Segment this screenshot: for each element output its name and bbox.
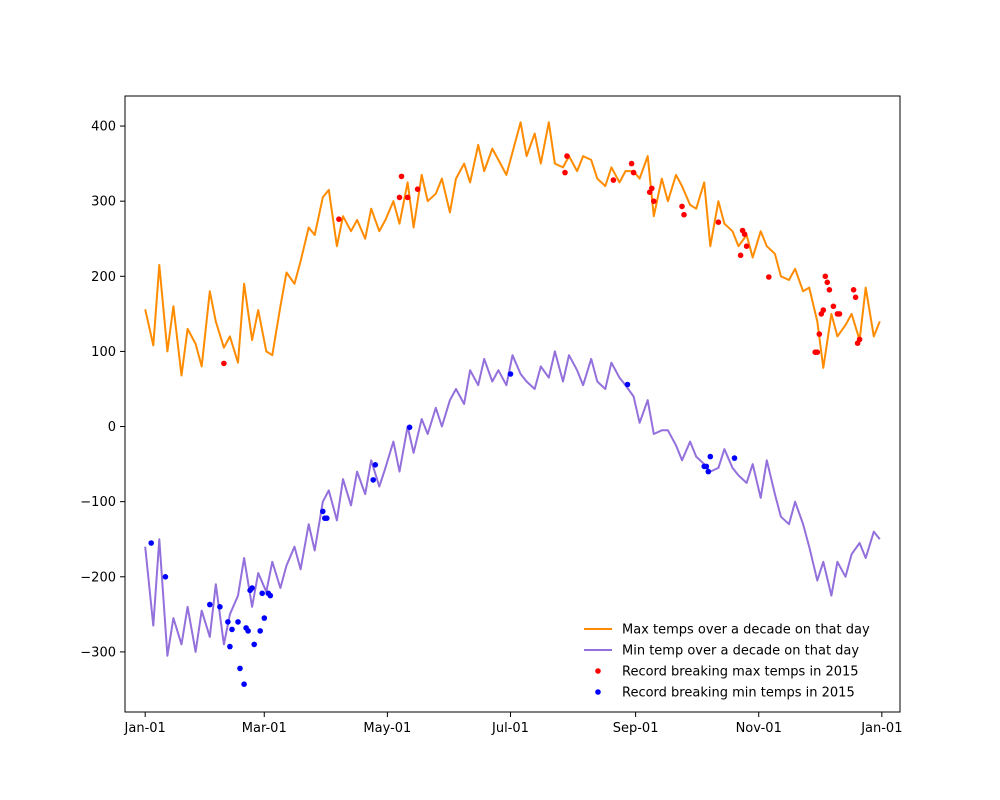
data-point [207, 601, 213, 608]
y-tick-label: −200 [80, 570, 116, 585]
data-point [406, 424, 413, 431]
x-tick-label: Jan-01 [124, 721, 166, 736]
data-point [372, 462, 379, 468]
data-point [324, 515, 330, 521]
series-line [144, 121, 881, 377]
data-point [820, 307, 827, 313]
legend-item: Record breaking max temps in 2015 [595, 665, 859, 680]
y-tick-label: 200 [91, 270, 116, 285]
x-tick-label: Mar-01 [242, 721, 287, 736]
data-point [229, 626, 235, 633]
data-point [741, 231, 748, 237]
data-point [251, 641, 257, 648]
data-point [816, 331, 823, 337]
data-point [715, 219, 722, 225]
data-point [241, 681, 247, 687]
y-axis: −300 −200 −100 0 100 200 300 400 [80, 120, 125, 660]
data-point [396, 194, 403, 201]
series-0 [144, 121, 881, 377]
series-line [144, 350, 881, 657]
data-point [743, 243, 750, 249]
legend-marker-swatch [595, 689, 601, 695]
series-1 [144, 350, 881, 657]
data-point [217, 604, 223, 610]
data-point [148, 540, 154, 546]
y-tick-label: 100 [91, 345, 116, 360]
data-point [822, 273, 829, 280]
data-point [336, 216, 342, 222]
axes-border [124, 95, 901, 713]
data-point [681, 211, 687, 218]
series-3 [148, 371, 738, 687]
data-point [404, 194, 411, 201]
data-point [320, 508, 326, 515]
x-axis: Jan-01 Mar-01 May-01 Jul-01 Sep-01 Nov-01 Jan-… [124, 712, 902, 736]
data-point [852, 294, 859, 301]
data-point [398, 173, 405, 180]
axes-frame [124, 95, 901, 713]
data-point [507, 371, 514, 377]
data-point [257, 628, 264, 634]
x-tick-label: May-01 [363, 721, 411, 736]
data-point [824, 279, 831, 286]
data-point [856, 336, 863, 343]
plot-area [144, 121, 881, 687]
data-point [850, 287, 857, 293]
data-point [814, 349, 821, 356]
data-point [766, 274, 772, 280]
data-point [564, 153, 570, 159]
data-point [830, 303, 837, 310]
data-point [624, 381, 631, 388]
data-point [836, 311, 843, 317]
data-point [261, 615, 268, 621]
data-point [707, 453, 714, 460]
y-tick-label: −300 [80, 645, 116, 660]
data-point [826, 287, 833, 293]
data-point [221, 360, 227, 367]
data-point [235, 619, 241, 625]
y-tick-label: −100 [80, 495, 116, 510]
data-point [370, 477, 377, 483]
data-point [628, 160, 635, 167]
data-point [414, 186, 421, 192]
legend-label: Record breaking min temps in 2015 [622, 686, 855, 701]
y-tick-label: 0 [108, 420, 116, 435]
data-point [630, 169, 637, 176]
data-point [705, 468, 712, 475]
legend: Max temps over a decade on that day Min t… [584, 623, 870, 701]
legend-label: Record breaking max temps in 2015 [622, 665, 859, 680]
data-point [162, 574, 169, 580]
legend-item: Max temps over a decade on that day [584, 623, 870, 638]
y-tick-label: 400 [91, 120, 116, 135]
data-point [237, 665, 243, 672]
legend-label: Min temp over a decade on that day [622, 644, 859, 659]
data-point [249, 585, 255, 591]
y-tick-label: 300 [91, 195, 116, 210]
x-tick-label: Sep-01 [613, 721, 659, 736]
data-point [227, 643, 233, 650]
legend-item: Record breaking min temps in 2015 [595, 686, 855, 701]
data-point [737, 252, 744, 259]
legend-label: Max temps over a decade on that day [622, 623, 870, 638]
data-point [225, 619, 231, 625]
legend-item: Min temp over a decade on that day [584, 644, 859, 659]
data-point [562, 169, 568, 176]
legend-marker-swatch [595, 668, 601, 674]
data-point [245, 628, 251, 634]
data-point [267, 592, 274, 599]
data-point [610, 177, 617, 183]
x-tick-label: Jul-01 [491, 721, 529, 736]
data-point [731, 455, 738, 461]
series-2 [221, 153, 863, 367]
x-tick-label: Nov-01 [736, 721, 782, 736]
data-point [649, 185, 655, 192]
data-point [703, 463, 710, 470]
data-point [651, 198, 657, 204]
x-tick-label: Jan-01 [860, 721, 902, 736]
data-point [679, 203, 685, 210]
data-point [259, 590, 266, 597]
